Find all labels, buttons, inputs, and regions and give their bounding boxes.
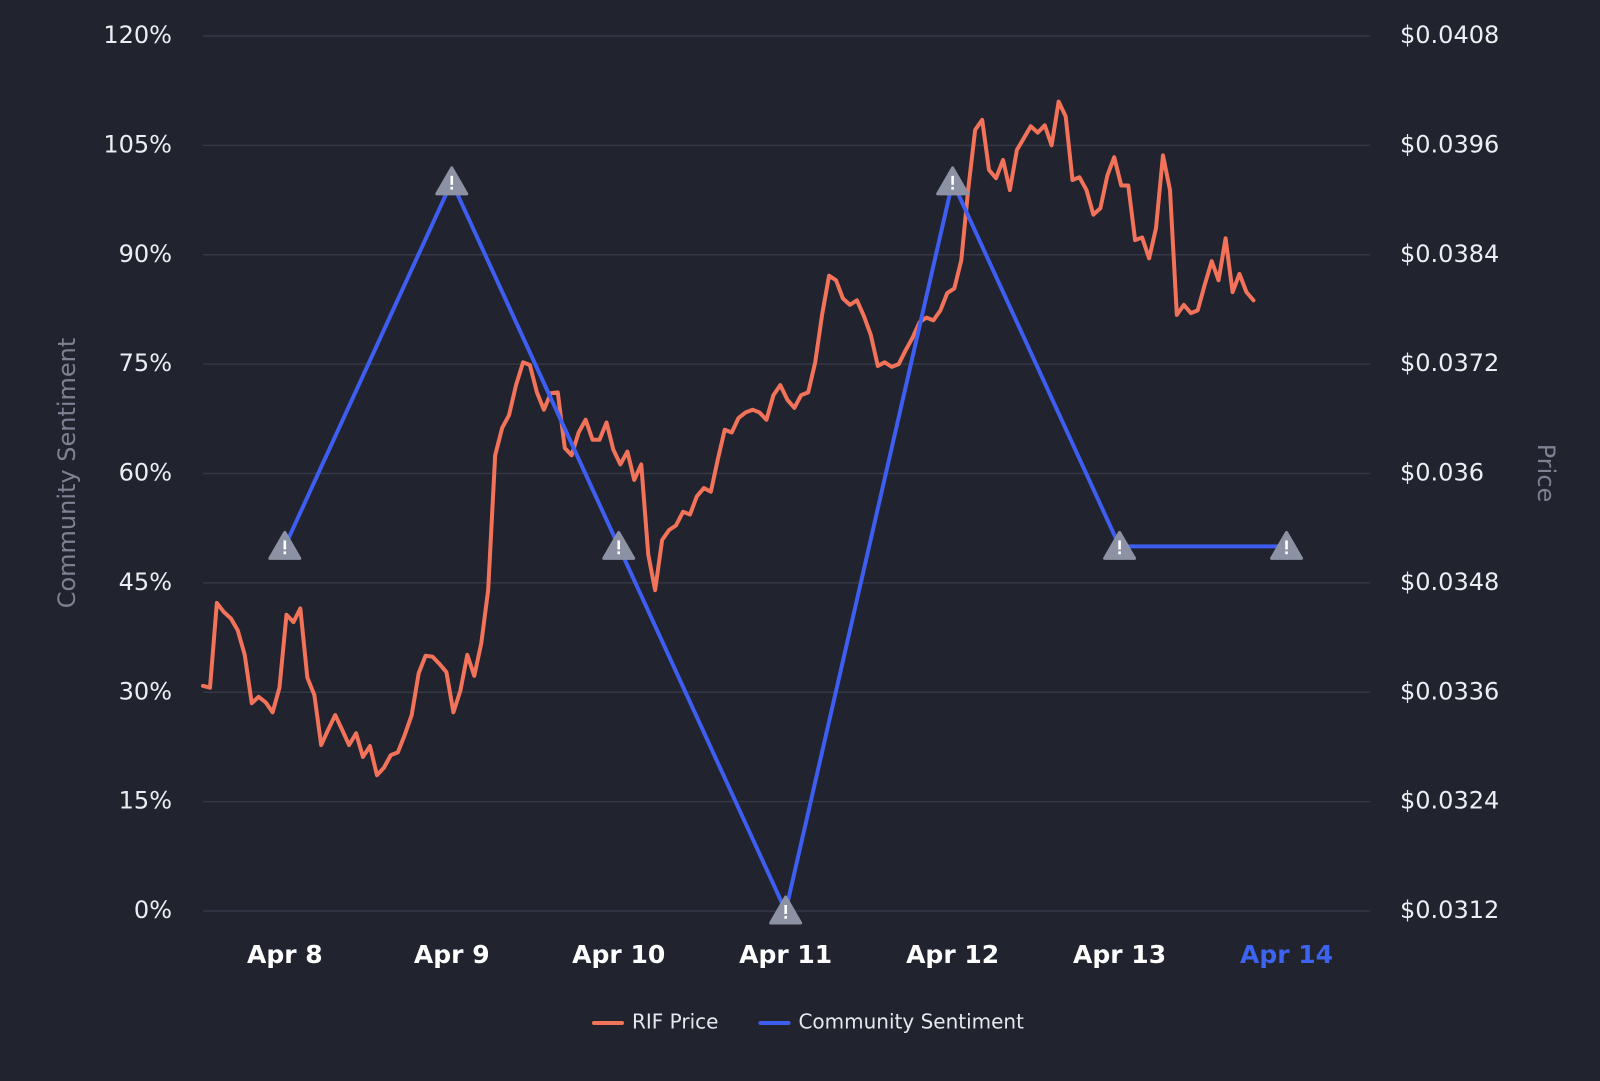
x-tick-label: Apr 14 xyxy=(1240,940,1333,969)
y2-axis-title: Price xyxy=(1532,444,1560,503)
y2-tick-label: $0.0312 xyxy=(1400,896,1499,924)
y2-tick-label: $0.0396 xyxy=(1400,130,1499,158)
y-tick-label: 60% xyxy=(119,459,172,487)
y-tick-label: 75% xyxy=(119,349,172,377)
warning-marker xyxy=(1103,530,1137,560)
x-tick-label: Apr 10 xyxy=(572,940,665,969)
marker-glyph xyxy=(1285,551,1288,555)
y-tick-label: 105% xyxy=(103,130,172,158)
y2-tick-label: $0.0372 xyxy=(1400,349,1499,377)
y2-tick-label: $0.0348 xyxy=(1400,568,1499,596)
marker-glyph xyxy=(1118,540,1121,550)
y2-tick-label: $0.0384 xyxy=(1400,240,1499,268)
warning-marker xyxy=(769,895,803,925)
x-tick-label: Apr 9 xyxy=(414,940,490,969)
marker-glyph xyxy=(951,186,954,190)
warning-marker xyxy=(1270,530,1304,560)
marker-glyph xyxy=(283,551,287,555)
x-tick-label: Apr 11 xyxy=(739,940,832,969)
marker-glyph xyxy=(617,540,621,550)
x-tick-label: Apr 12 xyxy=(906,940,999,969)
warning-marker xyxy=(602,530,636,560)
warning-marker xyxy=(268,530,302,560)
y-tick-label: 15% xyxy=(119,787,172,815)
marker-glyph xyxy=(283,540,287,550)
x-tick-label: Apr 8 xyxy=(247,940,323,969)
legend-label: RIF Price xyxy=(632,1010,718,1034)
legend-label: Community Sentiment xyxy=(798,1010,1024,1034)
y-axis-title: Community Sentiment xyxy=(53,338,81,609)
marker-glyph xyxy=(1118,551,1121,555)
marker-glyph xyxy=(450,175,454,185)
y-tick-label: 30% xyxy=(119,677,172,705)
y-tick-label: 45% xyxy=(119,568,172,596)
marker-glyph xyxy=(1285,540,1288,550)
marker-glyph xyxy=(784,916,787,919)
y-tick-label: 90% xyxy=(119,240,172,268)
y-tick-label: 0% xyxy=(134,896,172,924)
warning-marker xyxy=(435,166,469,196)
y-tick-label: 120% xyxy=(103,21,172,49)
y2-tick-label: $0.0324 xyxy=(1400,787,1499,815)
series-line xyxy=(201,99,1256,778)
y2-tick-label: $0.036 xyxy=(1400,459,1484,487)
x-tick-label: Apr 13 xyxy=(1073,940,1166,969)
warning-marker xyxy=(936,166,970,196)
y2-tick-label: $0.0408 xyxy=(1400,21,1499,49)
marker-glyph xyxy=(617,551,621,555)
y2-tick-label: $0.0336 xyxy=(1400,677,1499,705)
marker-glyph xyxy=(951,175,954,185)
marker-glyph xyxy=(450,186,454,190)
marker-glyph xyxy=(784,905,787,914)
